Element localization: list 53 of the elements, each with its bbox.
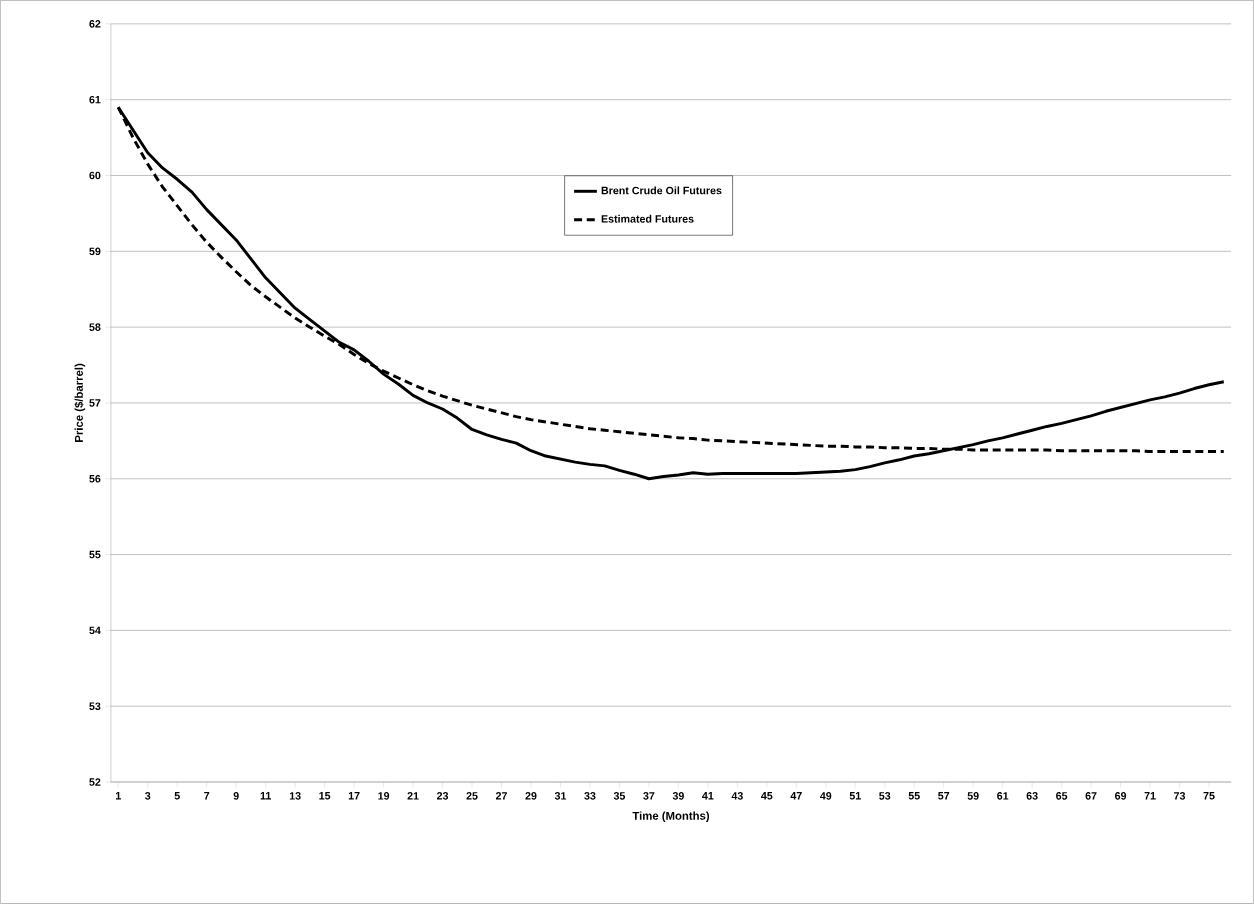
x-tick-label: 67 [1085, 792, 1097, 800]
x-tick-label: 17 [348, 792, 360, 800]
x-tick-label: 29 [525, 792, 537, 800]
y-tick-label: 60 [89, 171, 101, 180]
x-tick-label: 41 [702, 792, 714, 800]
x-tick-label: 65 [1056, 792, 1068, 800]
y-tick-label: 52 [89, 778, 101, 786]
x-tick-label: 11 [260, 792, 271, 800]
x-tick-label: 39 [672, 792, 684, 800]
x-tick-label: 43 [731, 792, 743, 800]
x-tick-label: 63 [1026, 792, 1038, 800]
legend-label: Estimated Futures [601, 214, 694, 223]
x-tick-label: 45 [761, 792, 773, 800]
y-tick-label: 59 [89, 247, 101, 256]
x-tick-label: 53 [879, 792, 891, 800]
y-tick-label: 53 [89, 702, 101, 711]
x-tick-label: 71 [1144, 792, 1156, 800]
x-tick-label: 9 [233, 792, 239, 800]
x-tick-label: 7 [204, 792, 210, 800]
x-tick-label: 59 [967, 792, 979, 800]
y-tick-label: 62 [89, 20, 101, 28]
y-axis-title: Price ($/barrel) [74, 363, 86, 442]
x-tick-label: 3 [145, 792, 151, 800]
x-tick-label: 61 [997, 792, 1009, 800]
y-tick-label: 57 [89, 399, 101, 407]
x-tick-label: 55 [908, 792, 920, 800]
x-tick-label: 1 [115, 792, 121, 800]
x-tick-label: 25 [466, 792, 478, 800]
x-tick-label: 5 [174, 792, 180, 800]
x-axis-title: Time (Months) [632, 811, 710, 823]
x-tick-label: 49 [820, 792, 832, 800]
x-tick-label: 47 [790, 792, 802, 800]
x-tick-label: 21 [407, 792, 419, 800]
x-tick-label: 69 [1115, 792, 1127, 800]
x-tick-label: 73 [1174, 792, 1186, 800]
x-tick-label: 15 [319, 792, 331, 800]
y-tick-label: 55 [89, 550, 101, 559]
x-tick-label: 51 [849, 792, 861, 800]
x-tick-label: 35 [613, 792, 626, 800]
x-tick-label: 75 [1203, 792, 1215, 800]
x-tick-label: 27 [495, 792, 507, 800]
x-tick-label: 19 [378, 792, 390, 800]
y-tick-label: 61 [89, 95, 101, 104]
y-tick-label: 56 [89, 475, 101, 483]
x-tick-label: 57 [938, 792, 950, 800]
y-tick-label: 58 [89, 323, 101, 331]
x-tick-label: 31 [554, 792, 567, 800]
x-tick-label: 33 [584, 792, 596, 800]
legend-label: Brent Crude Oil Futures [601, 186, 722, 195]
y-tick-label: 54 [89, 626, 101, 635]
x-tick-label: 37 [643, 792, 655, 800]
x-tick-label: 23 [436, 792, 449, 800]
x-tick-label: 13 [289, 792, 301, 800]
